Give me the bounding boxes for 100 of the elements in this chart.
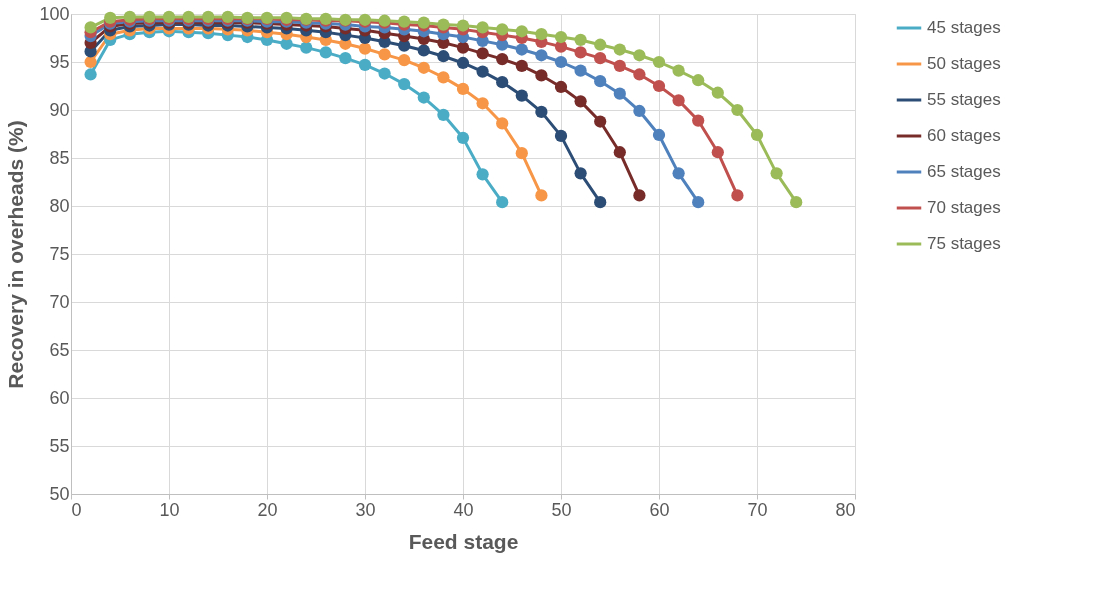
point (692, 196, 705, 209)
point (613, 87, 626, 100)
y-tick-label: 50 (49, 483, 70, 504)
point (790, 196, 803, 209)
legend-label: 75 stages (927, 234, 1001, 253)
point (672, 94, 685, 107)
point (476, 65, 489, 78)
point (398, 53, 411, 67)
point (319, 46, 332, 59)
y-tick-label: 100 (39, 3, 70, 24)
x-tick-label: 60 (649, 499, 670, 520)
point (476, 47, 489, 60)
point (84, 55, 97, 69)
point (358, 42, 372, 55)
point (554, 129, 568, 143)
point (672, 64, 685, 77)
y-tick-label: 65 (49, 339, 70, 360)
point (417, 44, 430, 57)
x-tick-label: 40 (453, 499, 474, 520)
y-tick-label: 95 (49, 51, 70, 72)
point (633, 49, 646, 62)
point (378, 48, 391, 61)
x-tick-label: 30 (355, 499, 376, 520)
point (456, 82, 470, 95)
point (456, 19, 470, 32)
point (692, 114, 705, 127)
legend-label: 70 stages (927, 198, 1001, 217)
point (496, 117, 509, 130)
point (496, 23, 509, 36)
point (476, 168, 489, 181)
point (574, 95, 587, 108)
point (300, 41, 313, 54)
y-axis-title: Recovery in overheads (%) (4, 120, 28, 389)
y-tick-label: 55 (49, 435, 70, 456)
point (574, 33, 587, 47)
point (535, 28, 548, 41)
point (554, 80, 568, 94)
point (652, 128, 666, 142)
point (378, 67, 391, 80)
x-tick-label: 0 (71, 499, 82, 520)
point (711, 146, 724, 159)
point (104, 11, 117, 24)
point (515, 43, 528, 56)
point (398, 77, 411, 91)
point (731, 103, 744, 117)
x-tick-label: 10 (159, 499, 180, 520)
point (84, 21, 97, 34)
legend-label: 50 stages (927, 54, 1001, 73)
legend-label: 60 stages (927, 126, 1001, 145)
point (633, 68, 646, 81)
point (515, 147, 528, 160)
point (437, 50, 450, 63)
point (339, 52, 352, 65)
point (672, 167, 685, 180)
point (437, 108, 450, 121)
point (574, 64, 587, 77)
x-tick-label: 70 (747, 499, 768, 520)
y-tick-label: 70 (49, 291, 70, 312)
point (84, 68, 97, 81)
point (554, 55, 568, 69)
point (594, 115, 607, 128)
point (594, 52, 607, 65)
x-tick-label: 20 (257, 499, 278, 520)
point (574, 167, 587, 180)
point (633, 104, 646, 118)
point (515, 89, 528, 102)
point (574, 46, 587, 59)
y-tick-label: 60 (49, 387, 70, 408)
point (594, 196, 607, 209)
point (358, 58, 372, 71)
legend-label: 55 stages (927, 90, 1001, 109)
point (613, 59, 626, 72)
point (496, 76, 509, 89)
point (731, 189, 744, 202)
point (594, 75, 607, 88)
y-tick-label: 90 (49, 99, 70, 120)
point (535, 49, 548, 62)
point (476, 97, 489, 110)
point (417, 91, 430, 104)
x-tick-label: 50 (551, 499, 572, 520)
point (633, 189, 646, 202)
point (496, 53, 509, 66)
point (437, 71, 450, 84)
point (613, 146, 626, 159)
point (496, 196, 509, 209)
x-tick-label: 80 (835, 499, 856, 520)
x-axis-title: Feed stage (408, 529, 519, 553)
point (515, 59, 528, 72)
legend-label: 65 stages (927, 162, 1001, 181)
point (417, 61, 430, 74)
point (515, 25, 528, 38)
point (535, 189, 548, 202)
point (692, 74, 705, 87)
point (652, 55, 666, 69)
point (535, 105, 548, 119)
point (554, 30, 568, 44)
legend-label: 45 stages (927, 18, 1001, 37)
point (456, 56, 470, 70)
point (652, 79, 666, 93)
point (770, 167, 783, 180)
